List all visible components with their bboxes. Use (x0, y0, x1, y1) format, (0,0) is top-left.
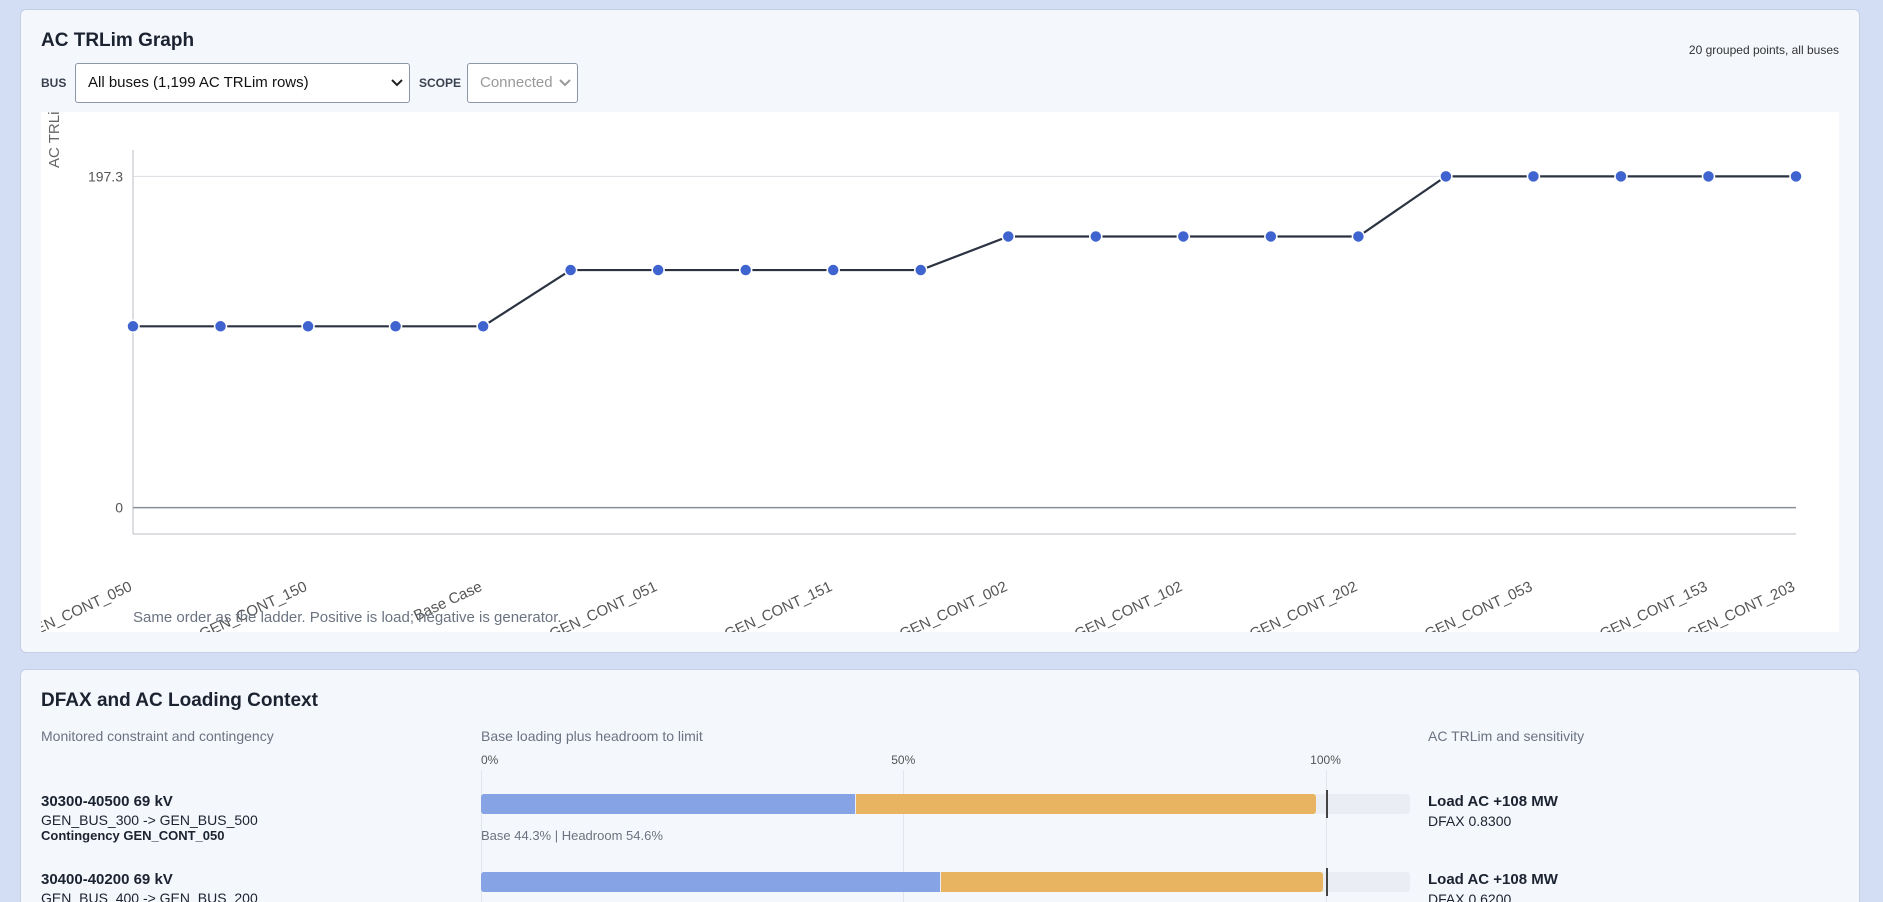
x-tick-label: GEN_CONT_202 (1247, 578, 1360, 632)
line (133, 175, 1796, 328)
point (213, 319, 228, 334)
point (1176, 229, 1191, 244)
bus-select[interactable]: All buses (1,199 AC TRLim rows) (75, 63, 410, 103)
y-tick-label: 197.3 (88, 168, 123, 184)
row-title: 30300-40500 69 kV (41, 793, 173, 810)
point (1789, 169, 1803, 184)
row-path: GEN_BUS_300 -> GEN_BUS_500 (41, 812, 258, 828)
point (1351, 229, 1366, 244)
column-header: AC TRLim and sensitivity (1428, 728, 1585, 744)
trlim: Load AC +108 MW (1428, 793, 1558, 810)
point (1089, 229, 1103, 244)
point (913, 263, 928, 277)
dfax: DFAX 0.6200 (1428, 891, 1512, 902)
context-panel: DFAX and AC Loading Context Monitored co… (20, 669, 1860, 902)
scope-label: SCOPE (419, 76, 462, 90)
x-tick-label: GEN_CONT_050 (41, 578, 135, 632)
point (1701, 169, 1716, 184)
bus-label: BUS (41, 76, 67, 90)
scale-grid-line (903, 770, 905, 902)
trlim: Load AC +108 MW (1428, 871, 1558, 888)
limit-marker (1325, 868, 1328, 896)
panel-title: AC TRLim Graph (41, 30, 195, 51)
point (126, 319, 140, 334)
base-bar (481, 794, 856, 814)
x-tick-label: GEN_CONT_102 (1072, 578, 1185, 632)
x-tick-label: GEN_CONT_053 (1422, 578, 1535, 632)
column-header: Monitored constraint and contingency (41, 728, 274, 744)
bus-value: All buses (1,199 AC TRLim rows) (88, 74, 309, 91)
row-path: GEN_BUS_400 -> GEN_BUS_200 (41, 890, 258, 902)
x-tick-label: GEN_CONT_151 (722, 578, 835, 632)
y-axis-label: AC TRLi (46, 112, 63, 168)
scale-tick-label: 50% (891, 753, 916, 767)
point (388, 319, 403, 334)
point (1614, 169, 1628, 184)
row-contingency: Contingency GEN_CONT_050 (41, 828, 225, 843)
y-tick-label: 0 (115, 500, 123, 516)
headroom-bar (856, 794, 1317, 814)
x-tick-label: GEN_CONT_002 (897, 578, 1010, 632)
point (476, 319, 490, 334)
point (1439, 169, 1453, 184)
chart-caption: Same order as the ladder. Positive is lo… (133, 609, 562, 626)
arrow (559, 79, 571, 87)
arrow (391, 79, 403, 87)
column-header: Base loading plus headroom to limit (481, 728, 703, 744)
point (563, 263, 578, 277)
panel-title: DFAX and AC Loading Context (41, 690, 318, 711)
dfax: DFAX 0.8300 (1428, 813, 1512, 829)
scale-grid-line (1325, 770, 1327, 902)
scope-select[interactable]: Connected (467, 63, 578, 103)
limit-marker (1325, 790, 1328, 818)
bar-label: Base 44.3% | Headroom 54.6% (481, 828, 663, 843)
headroom-bar (940, 872, 1323, 892)
x-tick-label: GEN_CONT_051 (547, 578, 660, 632)
point (826, 263, 840, 277)
point (301, 319, 315, 334)
point (1264, 229, 1278, 244)
point (651, 263, 665, 277)
scale-tick-label: 0% (481, 753, 499, 767)
graph-panel: AC TRLim Graph 20 grouped points, all bu… (20, 9, 1860, 653)
point (1526, 169, 1541, 184)
scale-tick-label: 100% (1310, 753, 1341, 767)
point-note: 20 grouped points, all buses (1688, 43, 1839, 57)
point (738, 263, 753, 277)
row-title: 30400-40200 69 kV (41, 871, 173, 888)
scope-value: Connected (480, 74, 553, 91)
base-bar (481, 872, 940, 892)
scale-grid-line (481, 770, 482, 902)
point (1001, 229, 1016, 244)
